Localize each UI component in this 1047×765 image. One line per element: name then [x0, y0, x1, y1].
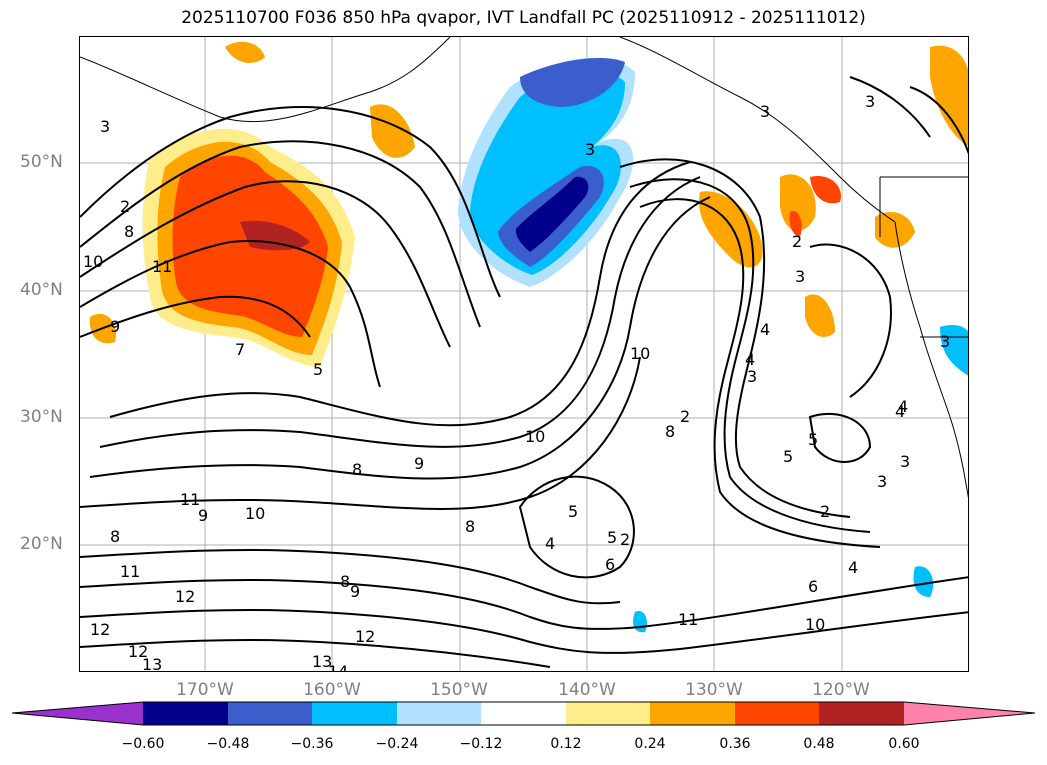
lon-label-120w: 120°W	[812, 680, 870, 700]
lon-label-130w: 130°W	[685, 680, 743, 700]
positive-anomaly-east	[699, 45, 968, 337]
contour-label: 7	[235, 340, 245, 359]
contour-label: 9	[110, 317, 120, 336]
colorbar-swatch	[566, 702, 650, 725]
contour-label: 4	[848, 558, 858, 577]
colorbar-tick: 0.24	[634, 736, 666, 752]
colorbar-swatch	[481, 702, 566, 725]
colorbar-swatch	[312, 702, 397, 725]
contour-label: 2	[620, 530, 630, 549]
contour-label: 8	[110, 527, 120, 546]
colorbar-tick: 0.60	[888, 736, 920, 752]
contour-label: 4	[545, 534, 555, 553]
contour-label: 2	[820, 502, 830, 521]
contour-label: 5	[808, 430, 818, 449]
map-svg: 3 3 3 3 2 8 10 11 9 7 5 10 4 4 3 2 8 5 5…	[80, 37, 968, 672]
contour-label: 2	[120, 197, 130, 216]
contour-label: 6	[605, 555, 615, 574]
contour-label: 10	[83, 252, 103, 271]
colorbar-swatch	[143, 702, 228, 725]
colorbar-outline	[11, 701, 1036, 726]
contour-label: 8	[465, 517, 475, 536]
contour-label: 9	[350, 582, 360, 601]
contour-label: 12	[128, 642, 148, 661]
contour-label: 9	[198, 506, 208, 525]
contour-label: 3	[900, 452, 910, 471]
lon-label-160w: 160°W	[303, 680, 361, 700]
contour-label: 10	[525, 427, 545, 446]
colorbar-tick: −0.60	[121, 736, 165, 752]
colorbar-swatch	[819, 702, 904, 725]
contour-label: 12	[355, 627, 375, 646]
lat-label-40n: 40°N	[20, 280, 63, 300]
contour-label: 10	[245, 504, 265, 523]
contour-label: 5	[313, 360, 323, 379]
colorbar-tick: −0.48	[206, 736, 250, 752]
contour-label: 12	[90, 620, 110, 639]
colorbar	[11, 701, 1036, 726]
contour-label: 4	[895, 402, 905, 421]
map-title: 2025110700 F036 850 hPa qvapor, IVT Land…	[181, 8, 866, 28]
colorbar-tick: −0.24	[375, 736, 419, 752]
contour-label: 3	[100, 117, 110, 136]
contour-label: 4	[745, 350, 755, 369]
colorbar-swatch	[12, 702, 143, 725]
contour-label: 13	[312, 652, 332, 671]
contour-labels: 3 3 3 3 2 8 10 11 9 7 5 10 4 4 3 2 8 5 5…	[83, 92, 950, 672]
contour-label: 11	[120, 562, 140, 581]
contour-label: 3	[877, 472, 887, 491]
lon-label-170w: 170°W	[176, 680, 234, 700]
colorbar-swatch	[735, 702, 819, 725]
coastline	[80, 37, 968, 499]
lon-label-150w: 150°W	[430, 680, 488, 700]
contour-label: 10	[805, 615, 825, 634]
contour-label: 8	[352, 460, 362, 479]
contour-label: 5	[607, 528, 617, 547]
contour-label: 13	[142, 655, 162, 672]
contour-label: 3	[747, 367, 757, 386]
contour-label: 3	[585, 140, 595, 159]
contour-label: 3	[940, 332, 950, 351]
contour-label: 11	[152, 257, 172, 276]
colorbar-swatch	[397, 702, 481, 725]
colorbar-swatch	[650, 702, 735, 725]
colorbar-swatch	[904, 702, 1035, 725]
contour-label: 3	[760, 102, 770, 121]
contour-label: 12	[175, 587, 195, 606]
contour-label: 11	[180, 490, 200, 509]
lat-label-50n: 50°N	[20, 152, 63, 172]
contour-label: 3	[865, 92, 875, 111]
contour-label: 2	[680, 407, 690, 426]
lon-label-140w: 140°W	[558, 680, 616, 700]
colorbar-swatch	[228, 702, 312, 725]
colorbar-tick: 0.36	[719, 736, 751, 752]
contour-label: 6	[808, 577, 818, 596]
contour-label: 3	[795, 267, 805, 286]
contour-label: 4	[760, 320, 770, 339]
colorbar-tick: −0.12	[459, 736, 503, 752]
ivt-contours	[80, 76, 968, 668]
lat-label-20n: 20°N	[20, 534, 63, 554]
colorbar-tick: 0.48	[803, 736, 835, 752]
negative-anomaly-central	[458, 57, 968, 633]
lat-label-30n: 30°N	[20, 407, 63, 427]
contour-label: 11	[678, 610, 698, 629]
contour-label: 4	[898, 397, 908, 416]
contour-label: 8	[665, 422, 675, 441]
map-plot-area: 3 3 3 3 2 8 10 11 9 7 5 10 4 4 3 2 8 5 5…	[79, 36, 969, 672]
contour-label: 14	[328, 662, 348, 672]
colorbar-tick: 0.12	[550, 736, 582, 752]
contour-label: 9	[414, 454, 424, 473]
contour-label: 5	[568, 502, 578, 521]
contour-label: 5	[783, 447, 793, 466]
colorbar-tick: −0.36	[290, 736, 334, 752]
contour-label: 10	[630, 344, 650, 363]
contour-label: 8	[340, 572, 350, 591]
contour-label: 2	[792, 232, 802, 251]
contour-label: 8	[124, 222, 134, 241]
